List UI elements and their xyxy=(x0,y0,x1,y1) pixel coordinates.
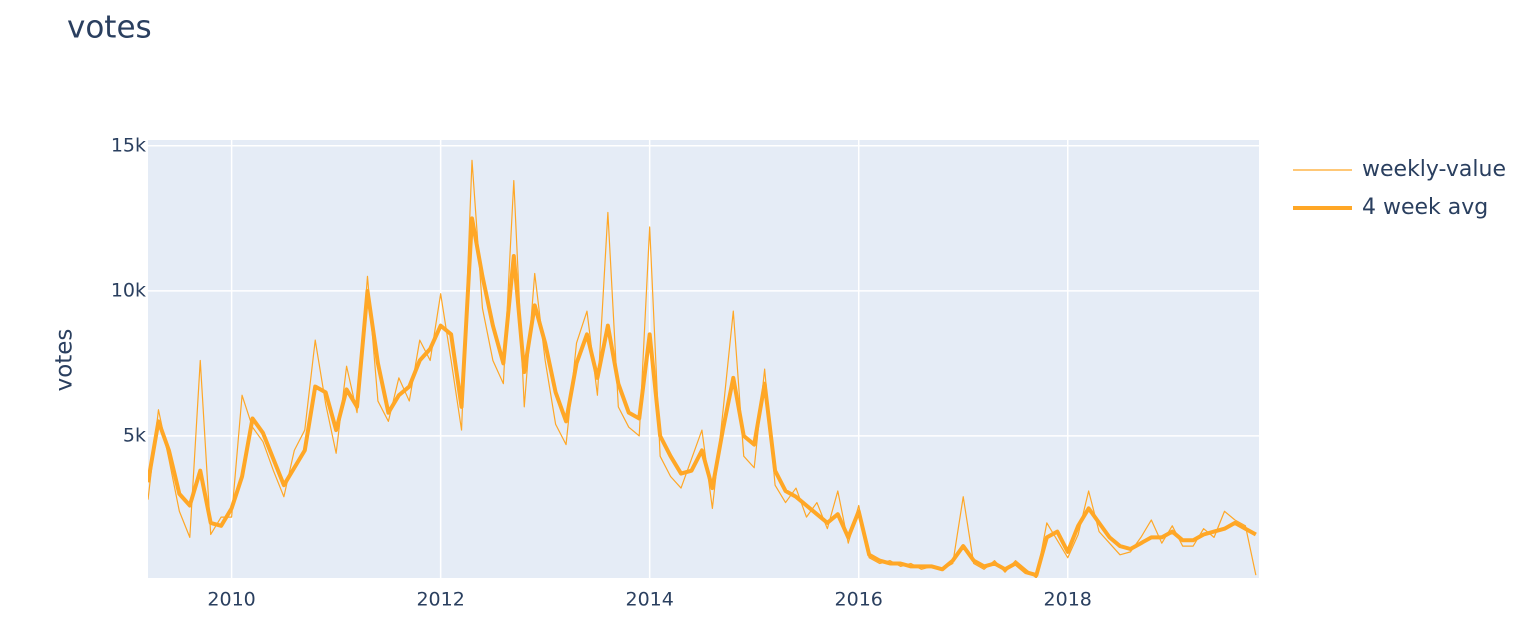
chart-title: votes xyxy=(67,10,152,46)
x-tick-label: 2014 xyxy=(625,589,673,611)
x-tick-label: 2012 xyxy=(416,589,464,611)
data-line xyxy=(148,159,1257,578)
y-tick-label: 15k xyxy=(111,134,146,156)
y-tick-label: 5k xyxy=(123,424,146,446)
x-tick-label: 2018 xyxy=(1044,589,1092,611)
plot-background xyxy=(148,140,1259,578)
y-axis-title: votes xyxy=(52,329,78,392)
x-tick-label: 2016 xyxy=(835,589,883,611)
plot-lines xyxy=(148,159,1257,578)
data-line xyxy=(148,216,1257,578)
x-tick-label: 2010 xyxy=(207,589,255,611)
y-tick-label: 10k xyxy=(111,279,146,301)
legend-label: 4 week avg xyxy=(1362,195,1488,220)
legend-label: weekly-value xyxy=(1362,157,1506,182)
